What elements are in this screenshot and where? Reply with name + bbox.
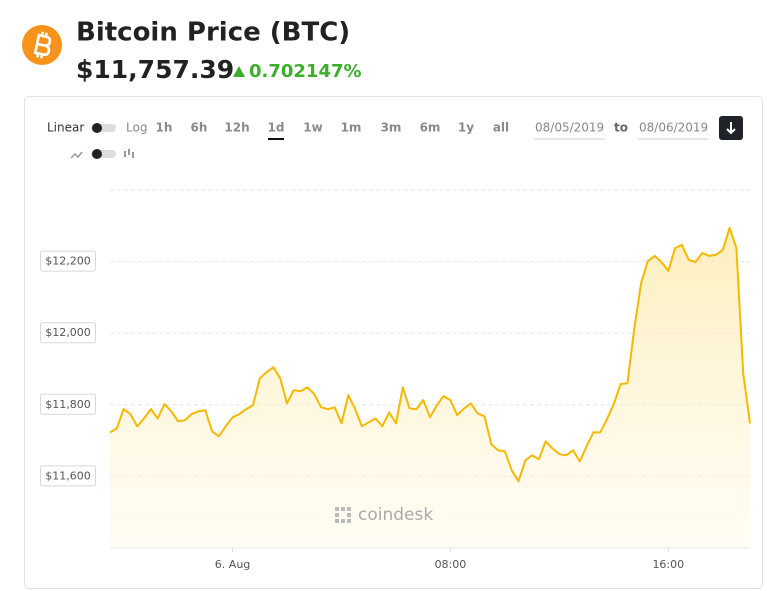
download-button[interactable] <box>719 116 743 140</box>
date-to[interactable]: 08/06/2019 <box>639 121 708 135</box>
date-from[interactable]: 08/05/2019 <box>535 121 604 135</box>
range-button[interactable]: 1d <box>268 121 285 135</box>
y-tick-box <box>40 465 96 487</box>
range-button[interactable]: 12h <box>224 121 249 135</box>
range-button[interactable]: 1y <box>458 121 474 135</box>
range-button[interactable]: 1m <box>341 121 362 135</box>
range-button[interactable]: 1h <box>156 121 173 135</box>
y-tick-box <box>40 250 96 272</box>
linear-label: Linear <box>47 121 84 135</box>
price: $11,757.39 <box>76 55 234 84</box>
candle-icon <box>124 149 134 158</box>
range-button[interactable]: all <box>493 121 509 135</box>
x-tick-label: 16:00 <box>652 558 684 571</box>
chart-type-toggle[interactable] <box>91 149 116 159</box>
range-button[interactable]: 6m <box>420 121 441 135</box>
y-tick-box <box>40 393 96 415</box>
range-button[interactable]: 6h <box>191 121 208 135</box>
range-button[interactable]: 1w <box>303 121 322 135</box>
range-button[interactable]: 3m <box>381 121 402 135</box>
log-label: Log <box>126 121 147 135</box>
price-line <box>109 226 751 483</box>
line-icon <box>70 151 83 159</box>
price-area <box>110 227 750 548</box>
y-tick-box <box>40 322 96 344</box>
watermark: coindesk <box>358 505 433 525</box>
x-tick-label: 6. Aug <box>215 558 250 571</box>
title: Bitcoin Price (BTC) <box>76 18 350 48</box>
up-arrow <box>233 66 245 77</box>
date-to-label: to <box>614 121 628 135</box>
x-tick-label: 08:00 <box>435 558 467 571</box>
y-tick-label: $12,200 <box>45 255 91 268</box>
y-tick-label: $12,000 <box>45 326 91 339</box>
y-tick-label: $11,800 <box>45 398 91 411</box>
price-change: 0.702147% <box>249 61 362 82</box>
watermark-icon <box>335 507 351 523</box>
y-tick-label: $11,600 <box>45 469 91 482</box>
btc-glyph <box>33 31 52 59</box>
scale-toggle[interactable] <box>91 123 116 133</box>
